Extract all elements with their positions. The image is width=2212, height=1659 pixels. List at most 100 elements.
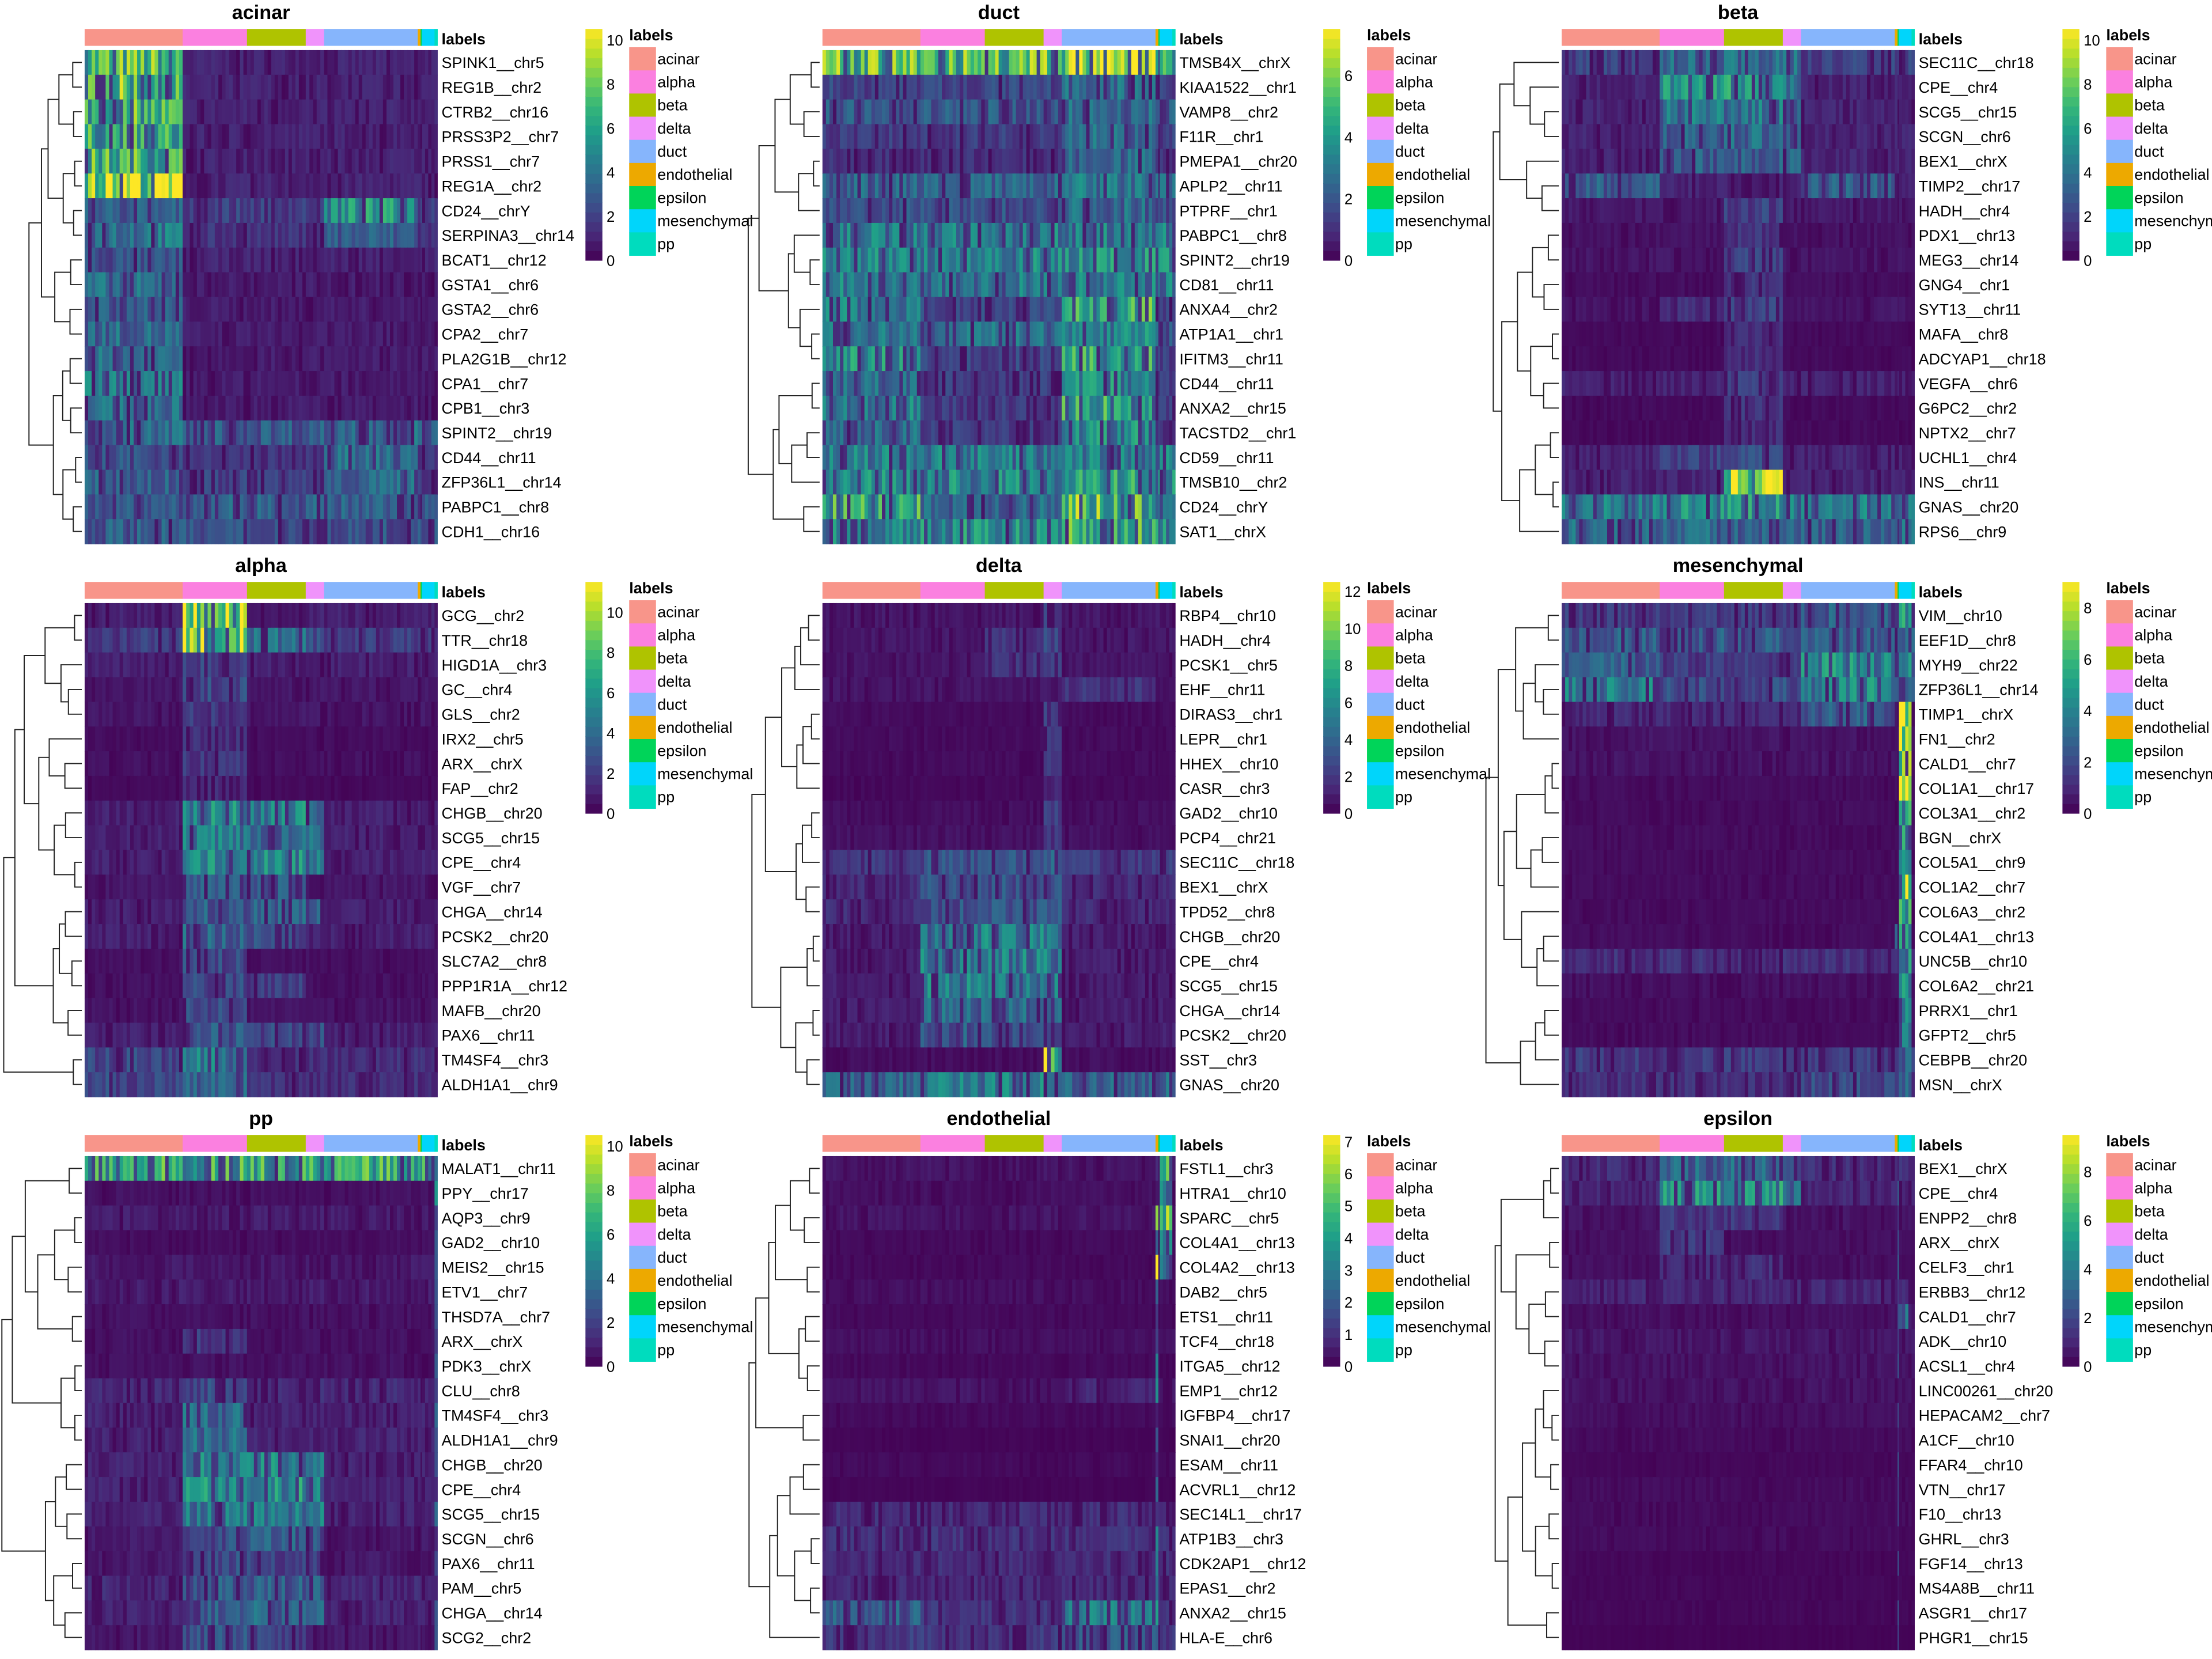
heatmap-cell	[362, 272, 366, 298]
heatmap-cell	[1020, 248, 1024, 273]
heatmap-cell	[92, 223, 96, 248]
heatmap-cell	[215, 272, 219, 298]
row-label: BCAT1__chr12	[442, 252, 547, 269]
heatmap-cell	[369, 248, 373, 273]
heatmap-cell	[1614, 50, 1618, 75]
heatmap-cell	[158, 198, 162, 224]
heatmap-cell	[383, 173, 387, 199]
heatmap-cell	[422, 445, 425, 471]
heatmap-cell	[383, 223, 387, 248]
heatmap-cell	[317, 100, 321, 125]
heatmap-cell	[865, 421, 869, 446]
legend-swatch-pp	[629, 232, 656, 256]
heatmap-cell	[1055, 371, 1059, 396]
heatmap-cell	[1769, 173, 1773, 199]
heatmap-cell	[1082, 149, 1086, 174]
heatmap-cell	[896, 470, 900, 495]
heatmap-cell	[1044, 470, 1048, 495]
heatmap-cell	[995, 198, 999, 224]
heatmap-cell	[1160, 124, 1163, 150]
heatmap-cell	[872, 445, 876, 471]
heatmap-cell	[151, 100, 155, 125]
heatmap-cell	[1738, 124, 1742, 150]
heatmap-cell	[1002, 519, 1006, 544]
heatmap-cell	[431, 371, 435, 396]
heatmap-cell	[355, 223, 359, 248]
heatmap-cell	[1062, 75, 1066, 100]
heatmap-cell	[247, 173, 251, 199]
heatmap-cell	[345, 50, 349, 75]
heatmap-cell	[1695, 173, 1699, 199]
dendrogram-branch	[773, 430, 804, 519]
heatmap-cell	[299, 149, 303, 174]
heatmap-cell	[1706, 100, 1710, 125]
heatmap-cell	[1172, 396, 1176, 421]
heatmap-cell	[1062, 470, 1066, 495]
heatmap-cell	[1604, 50, 1608, 75]
heatmap-cell	[207, 445, 211, 471]
heatmap-cell	[878, 346, 882, 372]
heatmap-cell	[207, 321, 211, 347]
heatmap-cell	[431, 198, 435, 224]
heatmap-cell	[836, 321, 840, 347]
heatmap-cell	[380, 346, 384, 372]
heatmap-cell	[1152, 494, 1156, 520]
heatmap-cell	[338, 494, 342, 520]
heatmap-cell	[1631, 100, 1635, 125]
heatmap-cell	[387, 75, 391, 100]
heatmap-cell	[141, 173, 145, 199]
heatmap-cell	[1013, 346, 1017, 372]
heatmap-cell	[1089, 519, 1093, 544]
heatmap-cell	[85, 100, 89, 125]
heatmap-cell	[327, 198, 331, 224]
heatmap-cell	[1006, 396, 1010, 421]
heatmap-cell	[247, 223, 251, 248]
heatmap-cell	[359, 100, 363, 125]
heatmap-cell	[896, 100, 900, 125]
row-label: PLA2G1B__chr12	[442, 350, 567, 368]
heatmap-cell	[823, 346, 827, 372]
heatmap-cell	[345, 272, 349, 298]
heatmap-cell	[1766, 173, 1770, 199]
heatmap-cell	[197, 124, 201, 150]
heatmap-cell	[302, 321, 306, 347]
heatmap-cell	[1047, 173, 1051, 199]
heatmap-cell	[397, 124, 401, 150]
heatmap-cell	[927, 470, 931, 495]
heatmap-cell	[892, 223, 896, 248]
panel-title: duct	[978, 2, 1020, 24]
heatmap-cell	[251, 445, 255, 471]
heatmap-cell	[380, 272, 384, 298]
heatmap-cell	[878, 248, 882, 273]
heatmap-cell	[1009, 100, 1013, 125]
heatmap-cell	[1713, 124, 1717, 150]
heatmap-cell	[147, 173, 151, 199]
heatmap-cell	[1590, 75, 1594, 100]
heatmap-cell	[342, 198, 346, 224]
heatmap-cell	[1030, 519, 1034, 544]
heatmap-cell	[889, 248, 893, 273]
heatmap-cell	[296, 173, 300, 199]
heatmap-cell	[226, 124, 230, 150]
heatmap-cell	[917, 149, 921, 174]
heatmap-cell	[162, 519, 166, 544]
heatmap-cell	[165, 470, 169, 495]
heatmap-cell	[162, 173, 166, 199]
heatmap-cell	[1762, 149, 1766, 174]
heatmap-cell	[422, 173, 425, 199]
heatmap-cell	[309, 371, 313, 396]
heatmap-cell	[264, 248, 268, 273]
heatmap-cell	[407, 272, 411, 298]
legend-swatch-pp	[1367, 232, 1394, 256]
heatmap-cell	[151, 272, 155, 298]
heatmap-cell	[92, 272, 96, 298]
heatmap-cell	[1058, 272, 1062, 298]
colorbar-step	[585, 48, 602, 58]
heatmap-cell	[296, 223, 300, 248]
heatmap-cell	[352, 297, 356, 323]
heatmap-cell	[194, 149, 198, 174]
heatmap-cell	[1072, 421, 1076, 446]
heatmap-cell	[320, 223, 324, 248]
heatmap-cell	[830, 494, 834, 520]
heatmap-cell	[1051, 396, 1055, 421]
